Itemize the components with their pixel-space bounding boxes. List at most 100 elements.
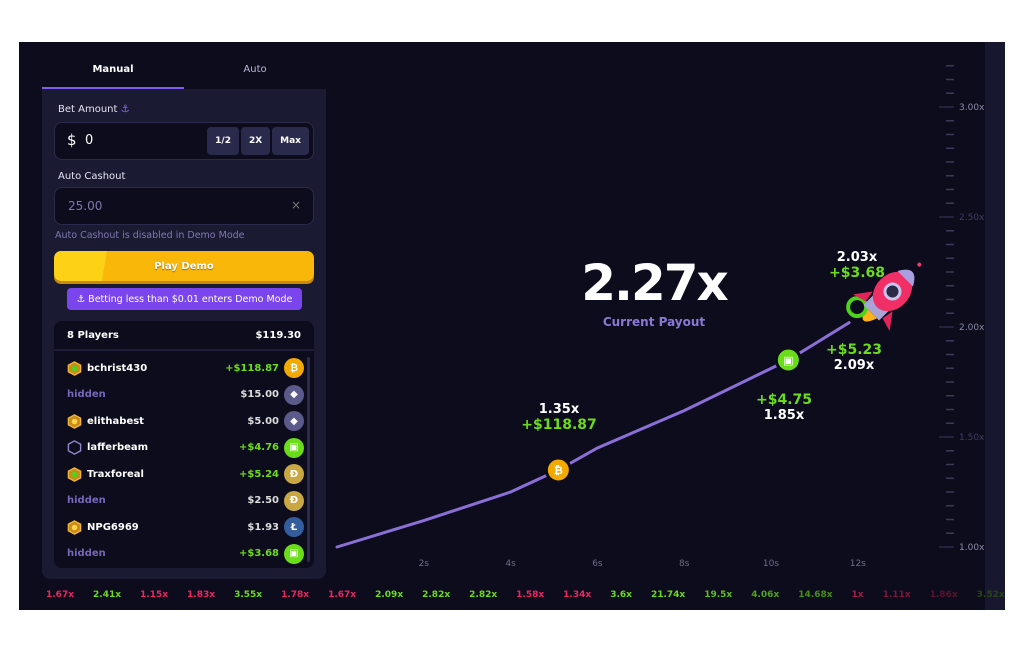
currency-symbol: $ <box>67 131 77 149</box>
cashout-multiplier: 1.35x <box>538 402 580 417</box>
cashout-multiplier: 2.03x <box>836 250 878 265</box>
player-amount: $5.00 <box>247 415 279 427</box>
history-multiplier: 3.55x <box>234 590 263 600</box>
dogecoin-icon: Ð <box>284 490 304 511</box>
bet-amount-input[interactable]: $ 0 1/2 2X Max <box>54 122 314 160</box>
players-scrollbar[interactable] <box>307 357 310 562</box>
history-multiplier: 1x <box>851 590 864 600</box>
player-name: NPG6969 <box>87 521 139 533</box>
player-amount: $1.93 <box>247 521 279 533</box>
history-multiplier: 1.34x <box>563 590 592 600</box>
cash-icon: ▣ <box>783 354 793 367</box>
clear-icon[interactable]: × <box>290 198 301 212</box>
cashout-profit: +$3.68 <box>828 265 885 281</box>
payout-curve <box>335 321 851 549</box>
player-row[interactable]: elithabest $5.00 ◆ <box>54 408 304 435</box>
x-tick-label: 4s <box>505 559 516 569</box>
bet-amount-value[interactable]: 0 <box>85 133 94 148</box>
players-header: 8 Players $119.30 <box>54 321 314 351</box>
cashout-label: 2.03x +$3.68 <box>797 250 917 281</box>
rank-badge-icon <box>67 466 82 482</box>
player-name: elithabest <box>87 415 144 427</box>
cashout-multiplier: 2.09x <box>833 358 875 373</box>
history-multiplier: 2.09x <box>375 590 404 600</box>
cash-icon: ▣ <box>284 437 304 458</box>
player-row[interactable]: bchrist430 +$118.87 ₿ <box>54 355 304 382</box>
players-count: 8 Players <box>67 329 119 341</box>
player-row[interactable]: Traxforeal +$5.24 Ð <box>54 461 304 488</box>
cashout-label: +$5.23 2.09x <box>794 342 914 373</box>
players-list: 8 Players $119.30 bchrist430 +$118.87 ₿ hidd… <box>54 321 314 568</box>
bet-amount-text: Bet Amount <box>58 104 118 115</box>
history-multiplier: 2.82x <box>469 590 498 600</box>
history-multiplier: 1.67x <box>328 590 357 600</box>
history-multiplier: 1.67x <box>46 590 75 600</box>
auto-cashout-input[interactable]: 25.00 × <box>54 187 314 225</box>
cashout-profit: +$5.23 <box>825 342 882 358</box>
player-name: lafferbeam <box>87 442 149 454</box>
player-amount: $2.50 <box>247 495 279 507</box>
double-button[interactable]: 2X <box>240 127 271 155</box>
half-button[interactable]: 1/2 <box>207 127 239 155</box>
rank-badge-icon <box>67 440 82 456</box>
x-tick-label: 12s <box>850 559 866 569</box>
cashout-label: 1.35x +$118.87 <box>499 402 619 433</box>
history-multiplier: 3.6x <box>610 590 632 600</box>
max-button[interactable]: Max <box>272 127 309 155</box>
player-amount: $15.00 <box>240 389 279 401</box>
ethereum-icon: ◆ <box>284 411 304 432</box>
x-tick-label: 2s <box>419 559 430 569</box>
player-row[interactable]: hidden +$3.68 ▣ <box>54 541 304 568</box>
cash-icon: ▣ <box>284 543 304 564</box>
anchor-icon: ⚓ <box>120 104 130 115</box>
auto-cashout-value[interactable]: 25.00 <box>68 199 103 213</box>
ethereum-icon: ◆ <box>284 384 304 405</box>
player-name: Traxforeal <box>87 468 144 480</box>
tab-auto[interactable]: Auto <box>243 64 267 75</box>
player-row[interactable]: NPG6969 $1.93 Ł <box>54 514 304 541</box>
player-amount: +$118.87 <box>225 362 279 374</box>
history-multiplier: 1.78x <box>281 590 310 600</box>
player-row[interactable]: hidden $15.00 ◆ <box>54 382 304 409</box>
history-multiplier: 3.52x <box>976 590 1005 600</box>
current-payout-value: 2.27x <box>581 254 729 312</box>
history-multiplier: 1.15x <box>140 590 169 600</box>
auto-cashout-note: Auto Cashout is disabled in Demo Mode <box>55 230 245 241</box>
rocket-icon <box>846 262 922 332</box>
play-demo-button[interactable]: Play Demo <box>54 251 314 281</box>
x-tick-label: 8s <box>679 559 690 569</box>
cashout-label: +$4.75 1.85x <box>724 392 844 423</box>
cash-cashout-marker <box>774 346 802 374</box>
player-row[interactable]: lafferbeam +$4.76 ▣ <box>54 435 304 462</box>
y-tick-label: 2.50x <box>959 213 985 223</box>
x-tick-label: 10s <box>763 559 779 569</box>
history-multiplier: 2.82x <box>422 590 451 600</box>
demo-mode-note: ⚓ Betting less than $0.01 enters Demo Mo… <box>67 288 302 310</box>
tab-manual[interactable]: Manual <box>42 55 184 89</box>
bitcoin-icon: ₿ <box>284 358 304 379</box>
bet-amount-label: Bet Amount ⚓ <box>58 104 130 115</box>
cashout-profit: +$118.87 <box>521 417 597 433</box>
auto-cashout-label: Auto Cashout <box>58 171 126 182</box>
player-row[interactable]: hidden $2.50 Ð <box>54 488 304 515</box>
y-tick-label: 1.00x <box>959 543 985 553</box>
y-tick-label: 1.50x <box>959 433 985 443</box>
y-tick-label: 2.00x <box>959 323 985 333</box>
cashout-profit: +$4.75 <box>755 392 812 408</box>
game-window: Manual Auto Bet Amount ⚓ $ 0 1/2 2X Max … <box>19 42 1024 610</box>
player-amount: +$3.68 <box>238 548 279 560</box>
right-scrollbar-track[interactable] <box>985 42 1005 610</box>
rank-badge-icon <box>67 360 82 376</box>
player-name: hidden <box>67 389 106 401</box>
dogecoin-icon: Ð <box>284 464 304 485</box>
player-name: hidden <box>67 495 106 507</box>
y-tick-label: 3.00x <box>959 103 985 113</box>
cashout-multiplier: 1.85x <box>763 408 805 423</box>
player-name: hidden <box>67 548 106 560</box>
history-multiplier: 21.74x <box>650 590 686 600</box>
player-amount: +$5.24 <box>238 468 279 480</box>
player-amount: +$4.76 <box>238 442 279 454</box>
players-total: $119.30 <box>255 329 301 341</box>
litecoin-icon: Ł <box>284 517 304 538</box>
history-multiplier: 4.06x <box>751 590 780 600</box>
